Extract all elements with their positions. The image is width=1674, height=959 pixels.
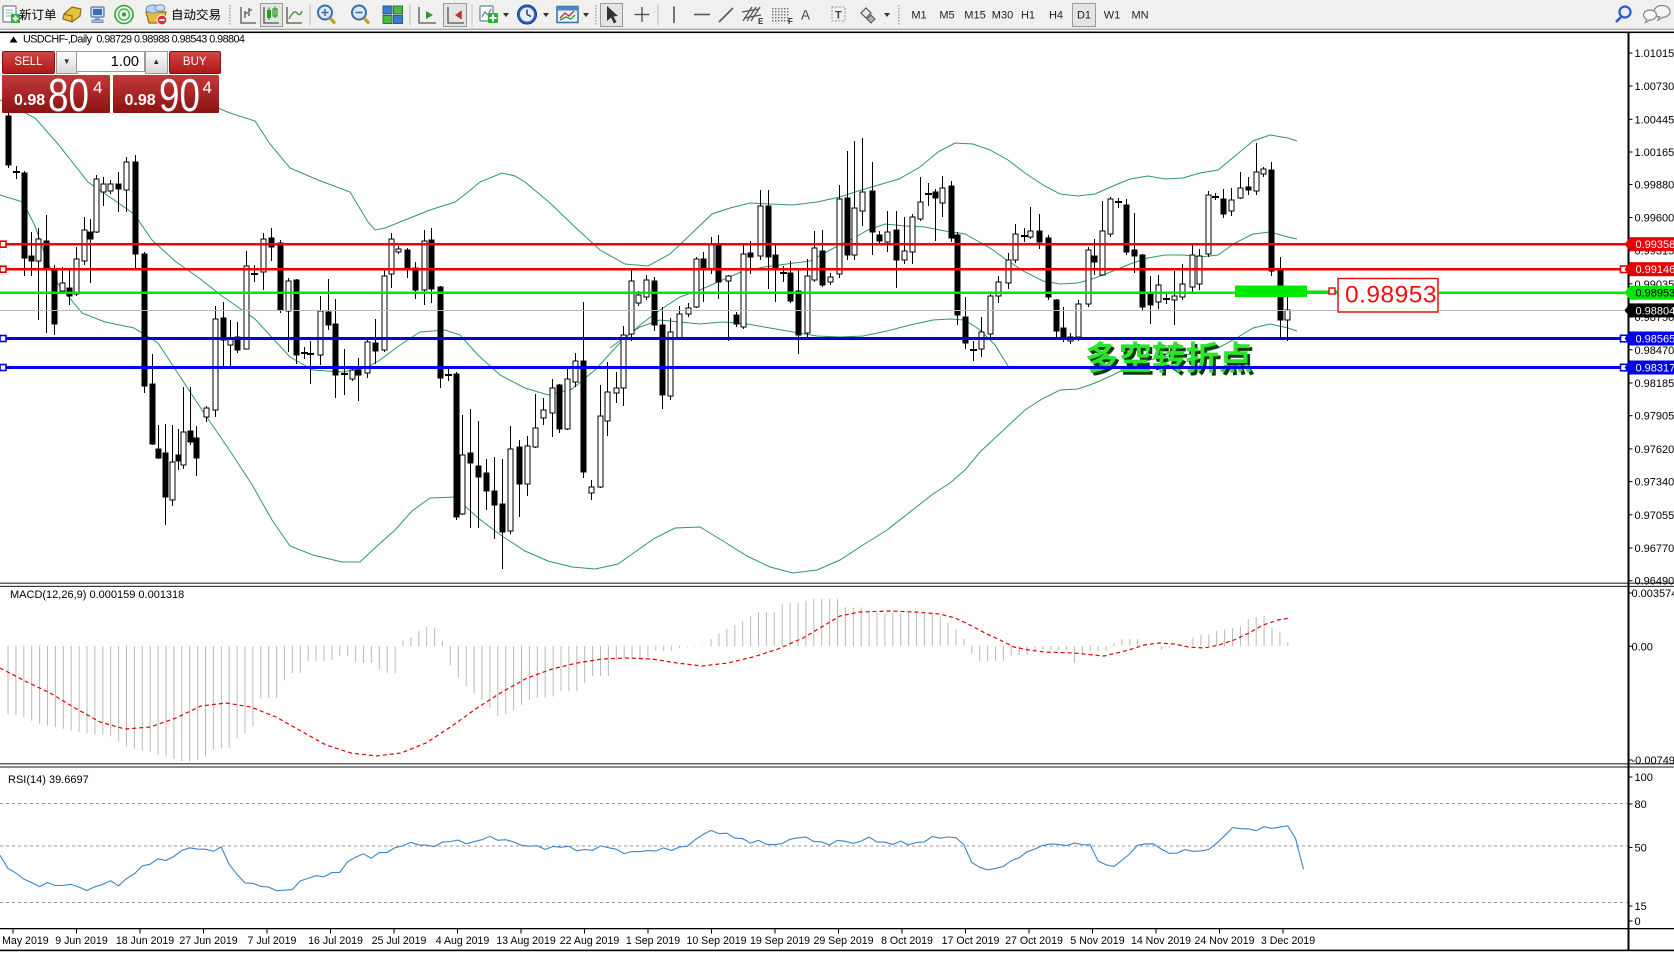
svg-text:0.00: 0.00 xyxy=(1632,641,1653,653)
svg-text:25 Jul 2019: 25 Jul 2019 xyxy=(372,935,427,947)
svg-text:0.97055: 0.97055 xyxy=(1635,510,1674,522)
svg-text:0.98317: 0.98317 xyxy=(1636,363,1674,375)
svg-text:0.99358: 0.99358 xyxy=(1636,239,1674,251)
svg-text:22 Aug 2019: 22 Aug 2019 xyxy=(560,935,620,947)
svg-text:27 Oct 2019: 27 Oct 2019 xyxy=(1005,935,1063,947)
svg-text:0.98953: 0.98953 xyxy=(1636,288,1674,300)
svg-text:RSI(14) 39.6697: RSI(14) 39.6697 xyxy=(8,774,89,786)
svg-text:80: 80 xyxy=(1635,799,1647,811)
svg-text:0: 0 xyxy=(1635,916,1641,928)
svg-text:19 Sep 2019: 19 Sep 2019 xyxy=(750,935,810,947)
svg-text:0.97340: 0.97340 xyxy=(1635,477,1674,489)
svg-text:15: 15 xyxy=(1635,901,1647,913)
svg-text:1.00730: 1.00730 xyxy=(1635,81,1674,93)
svg-text:16 Jul 2019: 16 Jul 2019 xyxy=(308,935,363,947)
svg-text:0.99880: 0.99880 xyxy=(1635,180,1674,192)
svg-text:9 Jun 2019: 9 Jun 2019 xyxy=(55,935,108,947)
svg-text:0.98470: 0.98470 xyxy=(1635,345,1674,357)
svg-text:8 Oct 2019: 8 Oct 2019 xyxy=(881,935,933,947)
svg-text:10 Sep 2019: 10 Sep 2019 xyxy=(686,935,746,947)
svg-text:1.00445: 1.00445 xyxy=(1635,114,1674,126)
svg-text:0.98185: 0.98185 xyxy=(1635,378,1674,390)
svg-text:MACD(12,26,9) 0.000159 0.00131: MACD(12,26,9) 0.000159 0.001318 xyxy=(10,589,184,601)
svg-text:24 Nov 2019: 24 Nov 2019 xyxy=(1194,935,1254,947)
svg-text:100: 100 xyxy=(1635,772,1653,784)
svg-text:0.98804: 0.98804 xyxy=(1636,305,1674,317)
svg-text:1 Sep 2019: 1 Sep 2019 xyxy=(626,935,680,947)
svg-text:27 Jun 2019: 27 Jun 2019 xyxy=(179,935,237,947)
svg-text:0.97620: 0.97620 xyxy=(1635,444,1674,456)
svg-text:-0.00749: -0.00749 xyxy=(1632,755,1674,767)
svg-text:0.003574: 0.003574 xyxy=(1632,588,1674,600)
svg-text:14 Nov 2019: 14 Nov 2019 xyxy=(1131,935,1191,947)
svg-text:17 Oct 2019: 17 Oct 2019 xyxy=(942,935,1000,947)
svg-text:30 May 2019: 30 May 2019 xyxy=(0,935,49,947)
svg-text:0.97905: 0.97905 xyxy=(1635,411,1674,423)
svg-text:5 Nov 2019: 5 Nov 2019 xyxy=(1070,935,1124,947)
svg-text:0.98565: 0.98565 xyxy=(1636,334,1674,346)
svg-text:0.98953: 0.98953 xyxy=(1345,282,1437,309)
svg-text:3 Dec 2019: 3 Dec 2019 xyxy=(1261,935,1315,947)
svg-text:18 Jun 2019: 18 Jun 2019 xyxy=(116,935,174,947)
svg-text:13 Aug 2019: 13 Aug 2019 xyxy=(496,935,556,947)
svg-text:USDCHF-,Daily 0.98729 0.98988: USDCHF-,Daily 0.98729 0.98988 0.98543 0.… xyxy=(23,34,245,46)
svg-text:29 Sep 2019: 29 Sep 2019 xyxy=(813,935,873,947)
svg-text:4 Aug 2019: 4 Aug 2019 xyxy=(436,935,490,947)
svg-text:1.00165: 1.00165 xyxy=(1635,147,1674,159)
svg-text:0.99146: 0.99146 xyxy=(1636,264,1674,276)
svg-text:0.96490: 0.96490 xyxy=(1635,576,1674,588)
svg-text:50: 50 xyxy=(1635,843,1647,855)
svg-text:1.01015: 1.01015 xyxy=(1635,48,1674,60)
svg-text:0.96770: 0.96770 xyxy=(1635,543,1674,555)
svg-text:7 Jul 2019: 7 Jul 2019 xyxy=(248,935,297,947)
svg-text:0.99600: 0.99600 xyxy=(1635,213,1674,225)
